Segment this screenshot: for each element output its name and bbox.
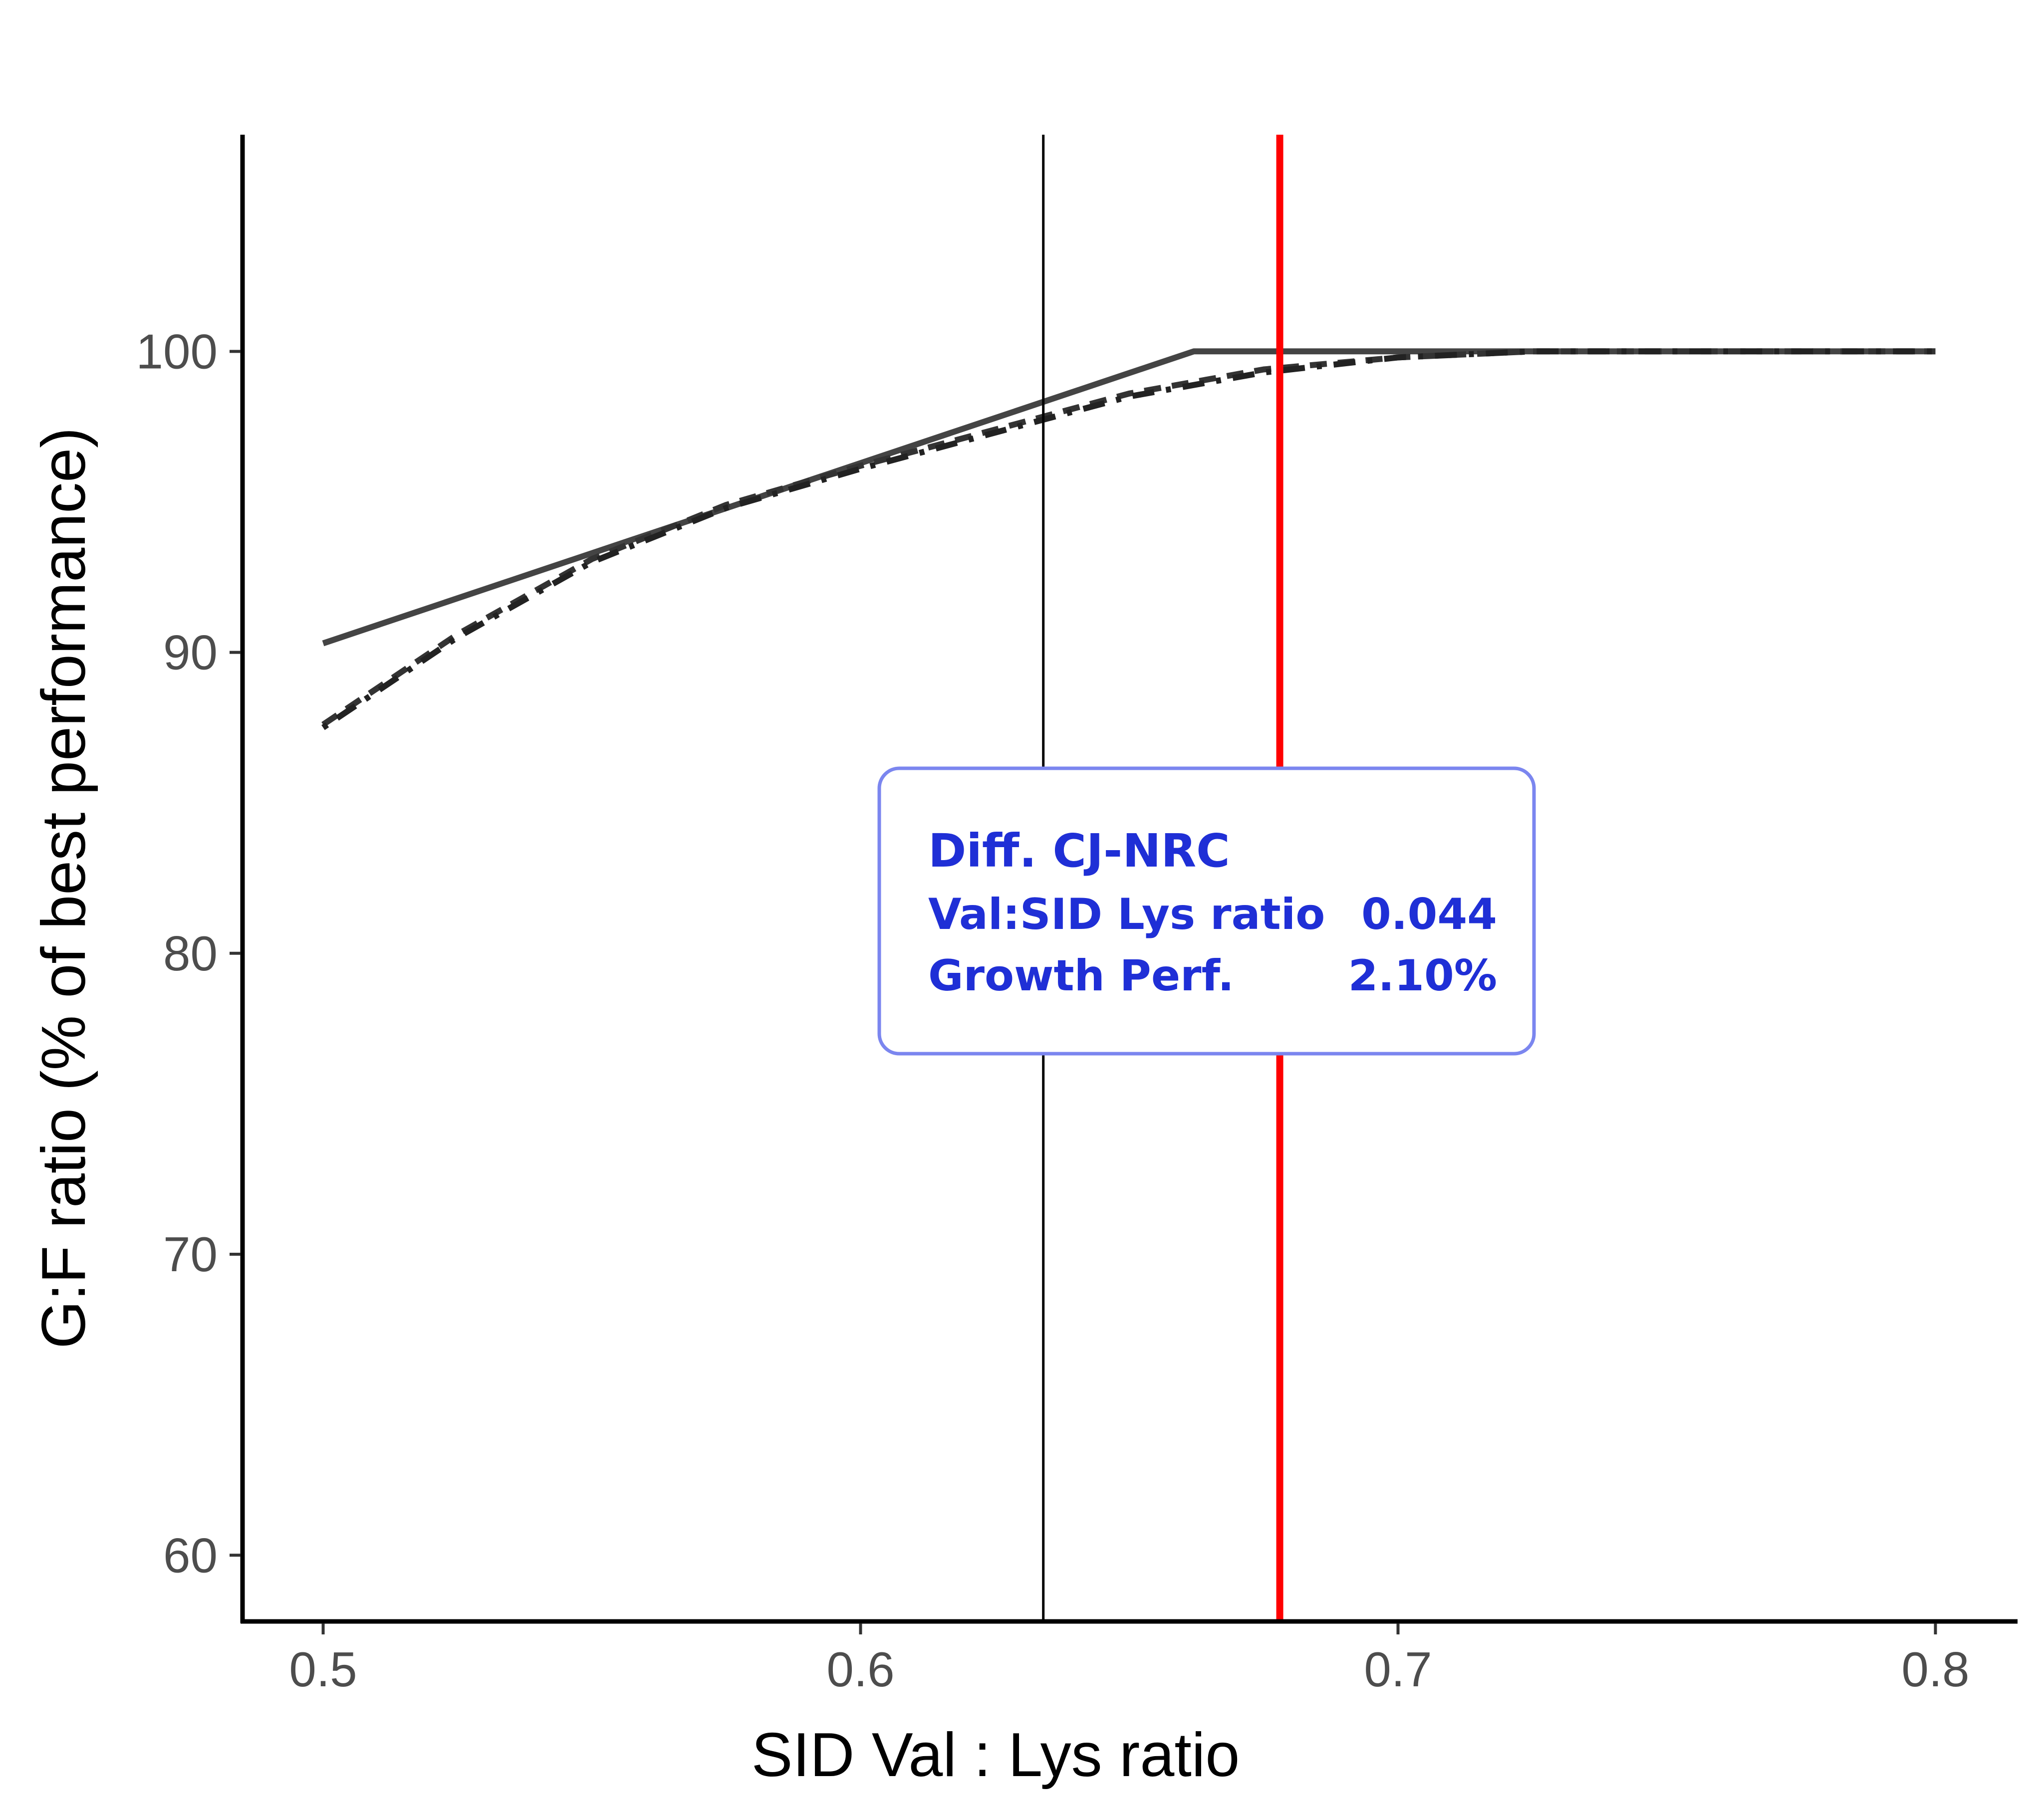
x-axis-title: SID Val : Lys ratio [752,1721,1240,1790]
x-tick-label: 0.8 [1901,1642,1969,1697]
annotation-title: Diff. CJ-NRC [928,824,1230,878]
y-tick-label: 60 [163,1528,218,1583]
axis-ticks: 0.5 0.6 0.7 0.8 60 70 80 90 100 [136,324,1969,1697]
annotation-row-value-ratio: 0.044 [1361,890,1497,939]
y-tick-label: 70 [163,1227,218,1282]
y-tick-label: 100 [136,324,218,379]
annotation-box: Diff. CJ-NRC Val:SID Lys ratio 0.044 Gro… [877,766,1536,1056]
annotation-row-label-ratio: Val:SID Lys ratio [928,890,1325,939]
annotation-frame [877,766,1536,1056]
y-axis-title: G:F ratio (% of best performance) [29,428,98,1349]
series-line-3-dotdash [321,348,1936,730]
x-tick-label: 0.5 [289,1642,357,1697]
annotation-row-label-growth: Growth Perf. [928,951,1234,1001]
x-tick-label: 0.7 [1364,1642,1432,1697]
x-tick-label: 0.6 [826,1642,894,1697]
y-tick-label: 80 [163,926,218,981]
y-tick-label: 90 [163,625,218,680]
annotation-row-value-growth: 2.10% [1348,951,1497,1001]
